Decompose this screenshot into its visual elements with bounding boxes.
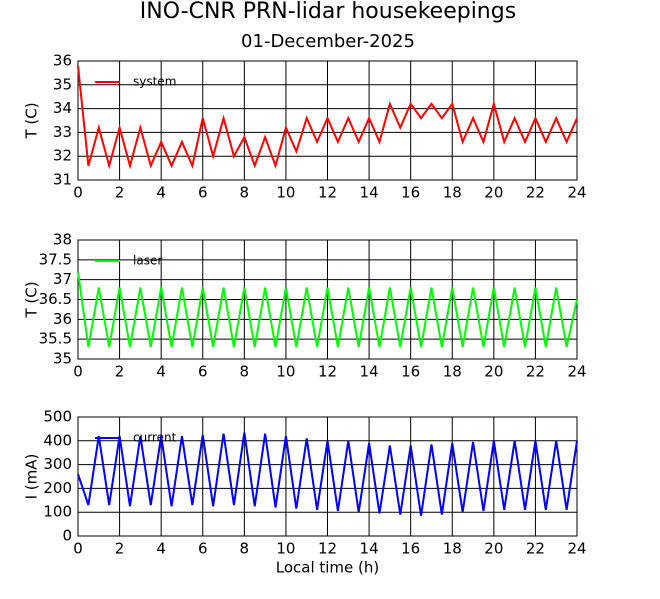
y-tick-label: 100 <box>43 503 72 521</box>
y-tick-label: 33 <box>53 123 72 141</box>
x-tick-label: 8 <box>240 540 250 558</box>
x-tick-label: 16 <box>401 184 420 202</box>
x-tick-label: 18 <box>443 184 462 202</box>
y-tick-label: 35 <box>53 350 72 368</box>
x-tick-label: 8 <box>240 363 250 381</box>
y-tick-label: 0 <box>62 527 72 545</box>
x-tick-label: 18 <box>443 363 462 381</box>
y-tick-label: 37 <box>53 270 72 288</box>
x-tick-label: 20 <box>484 540 503 558</box>
x-tick-label: 12 <box>318 540 337 558</box>
x-tick-label: 0 <box>73 363 83 381</box>
x-tick-label: 14 <box>360 184 379 202</box>
data-line <box>77 271 578 348</box>
x-tick-label: 6 <box>198 363 208 381</box>
y-tick-label: 400 <box>43 431 72 449</box>
x-tick-label: 2 <box>115 363 125 381</box>
y-tick-label: 37.5 <box>39 250 72 268</box>
y-tick-label: 500 <box>43 408 72 426</box>
y-tick-label: 35 <box>53 75 72 93</box>
x-tick-label: 24 <box>567 540 586 558</box>
y-tick-label: 36 <box>53 310 72 328</box>
x-tick-label: 16 <box>401 363 420 381</box>
y-axis-label: I (mA) <box>23 454 41 500</box>
y-tick-label: 35.5 <box>39 330 72 348</box>
y-tick-label: 38 <box>53 231 72 249</box>
x-tick-label: 20 <box>484 363 503 381</box>
x-tick-label: 4 <box>156 184 166 202</box>
y-tick-label: 36 <box>53 52 72 70</box>
y-axis-label: T (C) <box>23 281 41 318</box>
x-tick-label: 10 <box>276 184 295 202</box>
y-tick-label: 31 <box>53 171 72 189</box>
x-tick-label: 2 <box>115 184 125 202</box>
y-tick-label: 300 <box>43 455 72 473</box>
y-tick-label: 200 <box>43 479 72 497</box>
legend-label: laser <box>133 254 162 268</box>
chart-title: INO-CNR PRN-lidar housekeepings <box>140 0 516 24</box>
x-tick-label: 10 <box>276 540 295 558</box>
y-tick-label: 34 <box>53 99 72 117</box>
y-axis-label: T (C) <box>23 102 41 139</box>
data-line <box>77 65 578 170</box>
x-tick-label: 14 <box>360 363 379 381</box>
x-tick-label: 0 <box>73 540 83 558</box>
x-tick-label: 6 <box>198 540 208 558</box>
x-tick-label: 14 <box>360 540 379 558</box>
x-axis-label: Local time (h) <box>276 559 380 577</box>
legend-label: current <box>133 431 177 445</box>
x-tick-label: 12 <box>318 184 337 202</box>
data-line <box>77 432 578 516</box>
x-tick-label: 2 <box>115 540 125 558</box>
x-tick-label: 22 <box>526 363 545 381</box>
x-tick-label: 24 <box>567 363 586 381</box>
x-tick-label: 18 <box>443 540 462 558</box>
x-tick-label: 22 <box>526 184 545 202</box>
y-tick-label: 32 <box>53 147 72 165</box>
x-tick-label: 12 <box>318 363 337 381</box>
x-tick-label: 20 <box>484 184 503 202</box>
x-tick-label: 16 <box>401 540 420 558</box>
x-tick-label: 22 <box>526 540 545 558</box>
chart-subtitle: 01-December-2025 <box>241 31 415 52</box>
y-tick-label: 36.5 <box>39 290 72 308</box>
x-tick-label: 8 <box>240 184 250 202</box>
x-tick-label: 10 <box>276 363 295 381</box>
x-tick-label: 4 <box>156 363 166 381</box>
x-tick-label: 6 <box>198 184 208 202</box>
x-tick-label: 24 <box>567 184 586 202</box>
x-tick-label: 0 <box>73 184 83 202</box>
legend-label: system <box>133 75 176 89</box>
x-tick-label: 4 <box>156 540 166 558</box>
